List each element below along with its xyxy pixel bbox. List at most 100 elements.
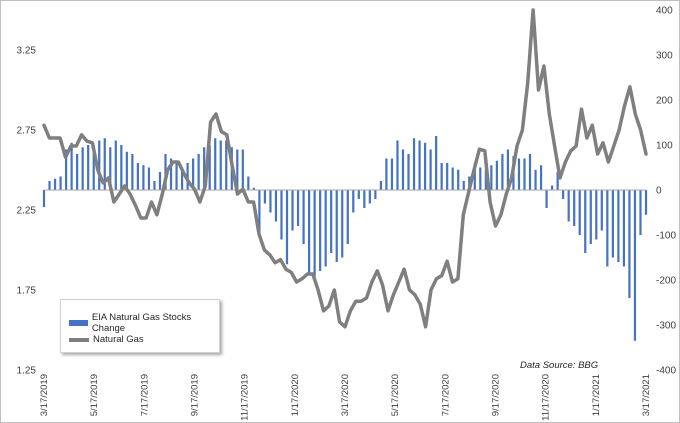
bar — [208, 145, 211, 190]
bar — [219, 140, 222, 190]
x-axis-tick: 7/17/2020 — [440, 374, 451, 416]
x-axis-tick: 7/17/2019 — [139, 374, 150, 416]
bar — [103, 138, 106, 190]
x-axis-tick: 5/17/2020 — [390, 374, 401, 416]
legend-item-stocks: EIA Natural Gas Stocks Change — [69, 312, 219, 334]
bar — [131, 154, 134, 190]
bar — [633, 190, 637, 341]
bar — [578, 190, 581, 235]
bar — [296, 190, 300, 226]
bar — [368, 190, 371, 204]
bar-series — [42, 136, 648, 341]
bar — [423, 142, 427, 190]
x-axis-tick: 3/17/2020 — [340, 374, 351, 416]
legend-label-stocks: EIA Natural Gas Stocks Change — [91, 312, 192, 334]
bar — [214, 138, 217, 190]
bar — [225, 140, 228, 190]
bar — [308, 190, 311, 276]
right-axis-tick: -400 — [656, 366, 676, 377]
bar — [396, 140, 399, 190]
bar — [346, 190, 349, 244]
left-axis-tick: 2.75 — [17, 126, 37, 137]
bar — [573, 190, 576, 226]
left-axis-tick: 1.75 — [17, 286, 37, 297]
right-axis-tick: 400 — [656, 6, 673, 17]
bar — [98, 140, 101, 190]
bar — [92, 145, 95, 190]
bar — [302, 190, 305, 244]
bar — [639, 190, 642, 235]
legend-swatch-bar — [69, 320, 88, 326]
data-source-note: Data Source: BBG — [520, 360, 599, 371]
bar — [236, 149, 239, 190]
bar — [81, 147, 84, 190]
bar — [600, 190, 603, 231]
bar — [374, 190, 377, 199]
legend-swatch-line — [69, 337, 89, 342]
bar — [435, 136, 438, 190]
bar — [70, 142, 73, 190]
left-axis-tick: 1.25 — [17, 366, 37, 377]
bar — [147, 167, 151, 190]
bar — [120, 145, 123, 190]
legend-item-gas: Natural Gas — [69, 334, 144, 345]
bar — [203, 147, 206, 190]
bar — [589, 190, 592, 244]
bar — [473, 163, 476, 190]
x-axis-tick: 5/17/2019 — [89, 374, 100, 416]
right-axis-tick: -200 — [656, 276, 676, 287]
bar — [622, 190, 626, 267]
bar — [247, 176, 250, 190]
bar — [390, 158, 394, 190]
bar — [545, 190, 548, 208]
bar — [285, 190, 289, 265]
x-axis-tick: 3/17/2021 — [641, 374, 652, 416]
bar — [42, 190, 46, 208]
bar — [114, 140, 117, 190]
x-axis-tick: 9/17/2020 — [491, 374, 502, 416]
bar — [385, 158, 388, 190]
bar — [53, 178, 57, 190]
bar — [379, 181, 382, 190]
bar — [158, 172, 162, 190]
bar — [280, 190, 283, 240]
bar — [446, 163, 449, 190]
x-axis-tick: 1/17/2021 — [591, 374, 602, 416]
bar — [595, 190, 598, 240]
right-axis-tick: 200 — [656, 96, 673, 107]
bar — [644, 190, 648, 215]
bar — [175, 160, 178, 190]
right-axis: -400 -300 -200 -100 0 100 200 300 400 — [656, 6, 676, 377]
bar — [87, 145, 90, 190]
bar — [324, 190, 327, 267]
bar — [462, 181, 465, 190]
bar — [269, 190, 272, 213]
bar — [252, 187, 255, 190]
bar — [357, 190, 360, 199]
right-axis-tick: 300 — [656, 51, 673, 62]
legend: EIA Natural Gas Stocks Change Natural Ga… — [60, 299, 220, 353]
bar — [534, 169, 537, 190]
bar — [611, 190, 614, 258]
bar — [169, 158, 173, 190]
x-axis-tick: 11/17/2020 — [541, 374, 552, 421]
bar — [76, 154, 79, 190]
legend-label-gas: Natural Gas — [93, 334, 144, 345]
bar — [528, 154, 532, 190]
bar — [429, 149, 432, 190]
bar — [59, 176, 62, 190]
bar — [606, 190, 609, 267]
bar — [180, 167, 184, 190]
bar — [484, 169, 487, 190]
x-axis-tick: 11/17/2019 — [240, 374, 251, 421]
bar — [313, 190, 316, 280]
bar — [136, 163, 139, 190]
bar — [319, 190, 322, 271]
right-axis-tick: 0 — [656, 186, 662, 197]
bar — [584, 190, 587, 253]
bar — [241, 149, 244, 190]
bar — [64, 149, 68, 190]
bar — [556, 172, 559, 190]
bar — [617, 190, 620, 262]
bar — [440, 163, 443, 190]
